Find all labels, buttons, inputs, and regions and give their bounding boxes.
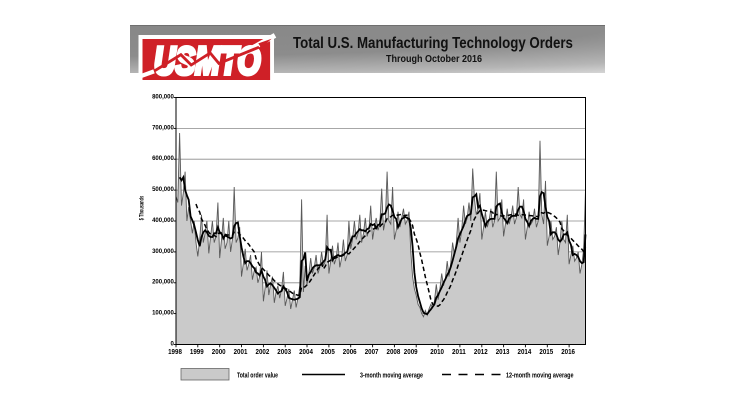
svg-text:600,000: 600,000 (152, 156, 174, 162)
svg-text:2007: 2007 (365, 349, 379, 356)
svg-text:1998: 1998 (168, 349, 182, 356)
svg-text:500,000: 500,000 (152, 187, 174, 193)
svg-text:2012: 2012 (474, 349, 488, 356)
svg-text:2009: 2009 (404, 349, 418, 356)
svg-text:2003: 2003 (277, 349, 291, 356)
svg-text:3-month moving average: 3-month moving average (360, 370, 423, 379)
svg-text:2010: 2010 (430, 349, 444, 356)
svg-text:400,000: 400,000 (152, 218, 174, 224)
svg-text:Total order value: Total order value (237, 370, 278, 379)
svg-text:2001: 2001 (234, 349, 248, 356)
svg-text:300,000: 300,000 (152, 249, 174, 255)
svg-text:0: 0 (170, 341, 174, 347)
svg-text:2015: 2015 (539, 349, 553, 356)
svg-text:2011: 2011 (452, 349, 466, 356)
svg-text:2008: 2008 (387, 349, 401, 356)
svg-text:700,000: 700,000 (152, 125, 174, 131)
svg-text:2005: 2005 (321, 349, 335, 356)
svg-text:2016: 2016 (561, 349, 575, 356)
svg-text:2004: 2004 (299, 349, 313, 356)
svg-text:100,000: 100,000 (152, 311, 174, 317)
svg-text:800,000: 800,000 (152, 94, 174, 100)
svg-text:2000: 2000 (212, 349, 226, 356)
svg-text:12-month moving average: 12-month moving average (506, 370, 574, 379)
svg-text:200,000: 200,000 (152, 280, 174, 286)
svg-text:$ Thousands: $ Thousands (139, 195, 146, 220)
svg-text:2014: 2014 (518, 349, 532, 356)
svg-text:2006: 2006 (343, 349, 357, 356)
svg-text:2013: 2013 (496, 349, 510, 356)
svg-text:2002: 2002 (256, 349, 270, 356)
svg-text:1999: 1999 (190, 349, 204, 356)
